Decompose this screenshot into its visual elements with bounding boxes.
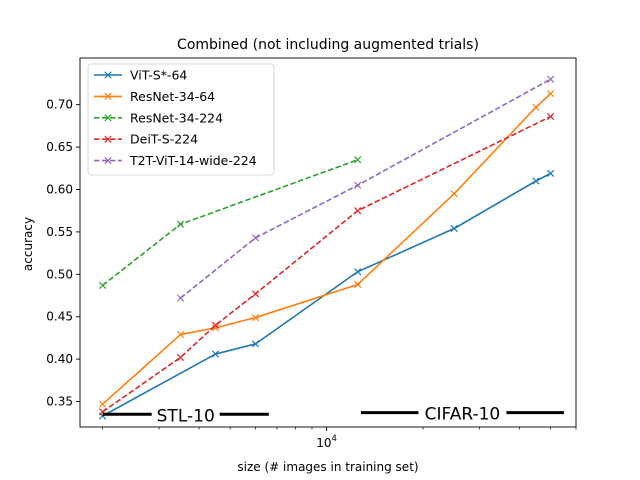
annotation-text-0: STL-10 [157, 406, 215, 426]
annotation-text-bg-0 [151, 403, 220, 426]
data-point [176, 294, 185, 302]
data-point [450, 190, 458, 198]
legend-label-4: T2T-ViT-14-wide-224 [129, 153, 257, 168]
data-point [251, 340, 260, 348]
data-point [98, 400, 107, 408]
series-line-3 [102, 115, 551, 413]
y-tick-label: 0.45 [46, 310, 73, 324]
data-point [211, 350, 220, 358]
data-point [546, 75, 555, 83]
x-axis-label: size (# images in training set) [237, 460, 418, 474]
data-point [546, 112, 555, 121]
data-point [251, 313, 260, 322]
data-point [354, 156, 362, 164]
series-line-2 [102, 159, 358, 286]
legend-label-1: ResNet-34-64 [130, 89, 215, 104]
data-point [354, 280, 362, 289]
annotations: STL-10 CIFAR-10 [102, 401, 564, 426]
data-point [98, 281, 107, 289]
data-point [176, 353, 185, 362]
annotation-text-1: CIFAR-10 [425, 405, 501, 425]
x-tick-label: 104 [316, 434, 337, 450]
data-point [546, 90, 555, 98]
y-tick-label: 0.35 [46, 395, 73, 409]
legend-marker-4 [104, 156, 112, 165]
data-point [176, 330, 185, 339]
legend-marker-1 [104, 92, 112, 101]
data-point [532, 103, 540, 111]
y-tick-label: 0.70 [46, 98, 73, 112]
annotation-text-bg-1 [418, 401, 507, 424]
legend-label-0: ViT-S*-64 [130, 68, 187, 83]
legend-box [87, 63, 275, 176]
y-tick-label: 0.40 [46, 352, 73, 366]
data-point [211, 324, 220, 332]
data-point [532, 177, 540, 185]
data-point [546, 169, 555, 177]
axes: 0.35 0.40 0.45 0.50 0.55 0.60 0.65 0.70 104 [46, 57, 577, 450]
legend-label-2: ResNet-34-224 [130, 110, 223, 125]
series-line-1 [102, 93, 552, 405]
legend-marker-2 [104, 114, 112, 122]
data-point [450, 224, 458, 233]
data-point [354, 181, 362, 189]
y-tick-label: 0.50 [46, 267, 73, 281]
data-point [251, 234, 260, 242]
legend: ViT-S*-64 ResNet-34-64 ResNet-34-224 DeiT-S… [87, 63, 275, 176]
legend-marker-3 [104, 135, 112, 143]
plot-area [98, 75, 555, 420]
chart-title: Combined (not including augmented trials… [177, 37, 479, 53]
legend-marker-0 [104, 71, 112, 79]
legend-label-3: DeiT-S-224 [130, 132, 198, 147]
y-tick-label: 0.60 [46, 182, 73, 196]
data-point [176, 220, 185, 228]
y-tick-label: 0.65 [46, 140, 73, 154]
data-point [251, 290, 260, 298]
axes-frame [79, 57, 577, 428]
data-point [354, 268, 362, 276]
data-point [354, 207, 362, 215]
data-point [211, 321, 220, 329]
series-line-4 [180, 78, 552, 299]
y-axis-label: accuracy [21, 217, 35, 271]
y-tick-label: 0.55 [46, 225, 73, 239]
